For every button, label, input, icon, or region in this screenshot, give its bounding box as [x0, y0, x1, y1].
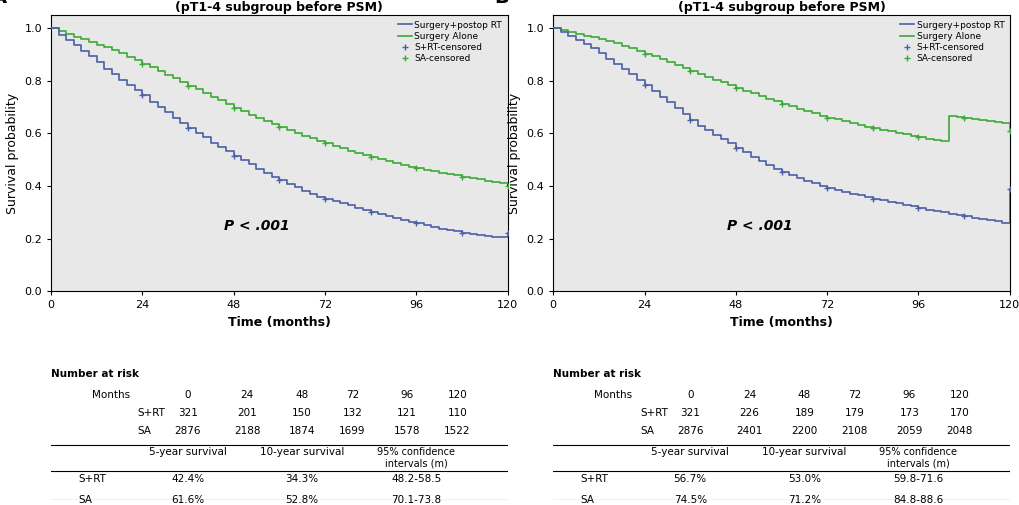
Text: 48.2-58.5: 48.2-58.5	[390, 474, 441, 484]
Text: 321: 321	[178, 408, 198, 418]
Text: 74.5%: 74.5%	[673, 495, 706, 504]
Text: 48: 48	[797, 389, 810, 399]
Y-axis label: Survival probability: Survival probability	[6, 92, 18, 214]
Text: 10-year survival: 10-year survival	[761, 447, 846, 458]
Text: B: B	[493, 0, 508, 7]
Text: 321: 321	[680, 408, 699, 418]
Text: 1522: 1522	[443, 426, 470, 436]
Text: 96: 96	[400, 389, 414, 399]
Text: 120: 120	[447, 389, 467, 399]
Text: 95% confidence
intervals (m): 95% confidence intervals (m)	[377, 447, 454, 469]
Text: S+RT: S+RT	[78, 474, 106, 484]
Text: 52.8%: 52.8%	[285, 495, 318, 504]
Text: P < .001: P < .001	[224, 219, 289, 233]
Text: 2876: 2876	[174, 426, 201, 436]
Text: 132: 132	[342, 408, 362, 418]
Text: 2048: 2048	[946, 426, 972, 436]
Text: S+RT: S+RT	[138, 408, 165, 418]
Title: Overall survival
(pT1-4 subgroup before PSM): Overall survival (pT1-4 subgroup before …	[175, 0, 383, 14]
Text: 53.0%: 53.0%	[787, 474, 820, 484]
Text: 10-year survival: 10-year survival	[260, 447, 344, 458]
Text: 189: 189	[794, 408, 813, 418]
Text: 96: 96	[902, 389, 915, 399]
Text: A: A	[0, 0, 7, 7]
Text: 1699: 1699	[338, 426, 365, 436]
Text: 120: 120	[949, 389, 968, 399]
Text: 201: 201	[237, 408, 257, 418]
X-axis label: Time (months): Time (months)	[227, 316, 330, 329]
Text: 24: 24	[742, 389, 755, 399]
Y-axis label: Survival probability: Survival probability	[507, 92, 521, 214]
Text: 70.1-73.8: 70.1-73.8	[391, 495, 441, 504]
Text: SA: SA	[639, 426, 653, 436]
Text: 121: 121	[396, 408, 417, 418]
Text: 84.8-88.6: 84.8-88.6	[893, 495, 943, 504]
Text: 2401: 2401	[736, 426, 762, 436]
Text: 226: 226	[739, 408, 759, 418]
Text: SA: SA	[580, 495, 594, 504]
Text: 170: 170	[949, 408, 968, 418]
Text: Months: Months	[92, 389, 130, 399]
Text: SA: SA	[78, 495, 93, 504]
Text: 2876: 2876	[677, 426, 703, 436]
Text: P < .001: P < .001	[726, 219, 792, 233]
X-axis label: Time (months): Time (months)	[730, 316, 833, 329]
Text: Number at risk: Number at risk	[51, 369, 139, 379]
Text: 2059: 2059	[896, 426, 921, 436]
Text: S+RT: S+RT	[580, 474, 608, 484]
Legend: Surgery+postop RT, Surgery Alone, S+RT-censored, SA-censored: Surgery+postop RT, Surgery Alone, S+RT-c…	[896, 17, 1007, 67]
Text: 179: 179	[844, 408, 864, 418]
Text: 2188: 2188	[233, 426, 260, 436]
Legend: Surgery+postop RT, Surgery Alone, S+RT-censored, SA-censored: Surgery+postop RT, Surgery Alone, S+RT-c…	[394, 17, 505, 67]
Text: 110: 110	[447, 408, 467, 418]
Text: 24: 24	[240, 389, 254, 399]
Text: 42.4%: 42.4%	[171, 474, 205, 484]
Text: 5-year survival: 5-year survival	[149, 447, 226, 458]
Text: 71.2%: 71.2%	[787, 495, 820, 504]
Text: 2200: 2200	[791, 426, 816, 436]
Text: 1578: 1578	[393, 426, 420, 436]
Text: 2108: 2108	[841, 426, 867, 436]
Text: 95% confidence
intervals (m): 95% confidence intervals (m)	[878, 447, 957, 469]
Text: 150: 150	[292, 408, 312, 418]
Text: 61.6%: 61.6%	[171, 495, 205, 504]
Text: Number at risk: Number at risk	[552, 369, 641, 379]
Text: 34.3%: 34.3%	[285, 474, 318, 484]
Text: 48: 48	[296, 389, 309, 399]
Text: 5-year survival: 5-year survival	[650, 447, 729, 458]
Text: 173: 173	[899, 408, 918, 418]
Text: 72: 72	[345, 389, 359, 399]
Text: 56.7%: 56.7%	[673, 474, 706, 484]
Text: 0: 0	[184, 389, 191, 399]
Text: 72: 72	[847, 389, 860, 399]
Text: 59.8-71.6: 59.8-71.6	[893, 474, 943, 484]
Text: SA: SA	[138, 426, 152, 436]
Text: 1874: 1874	[288, 426, 315, 436]
Text: Months: Months	[594, 389, 632, 399]
Title: Cancer-specific survival
(pT1-4 subgroup before PSM): Cancer-specific survival (pT1-4 subgroup…	[677, 0, 884, 14]
Text: 0: 0	[686, 389, 693, 399]
Text: S+RT: S+RT	[639, 408, 667, 418]
